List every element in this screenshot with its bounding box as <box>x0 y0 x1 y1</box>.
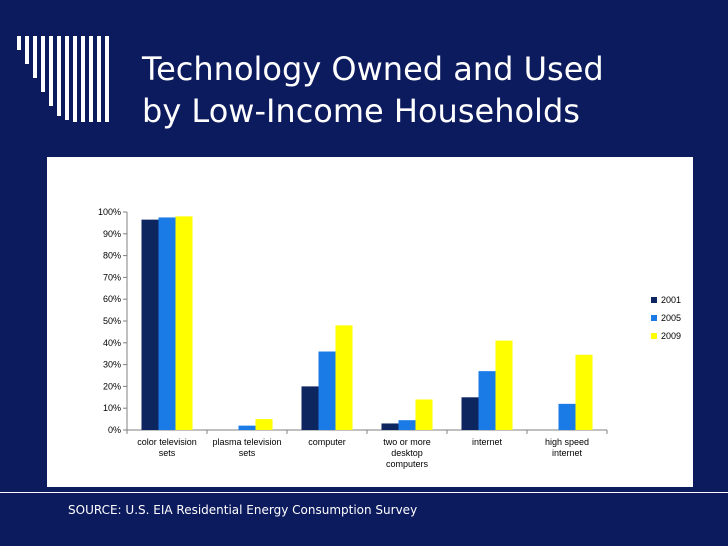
bar-2009-2 <box>335 325 353 430</box>
footer-divider <box>0 492 728 493</box>
bar-2001-0 <box>141 219 159 430</box>
bar-2001-2 <box>301 386 319 430</box>
legend-swatch-2001 <box>651 297 657 303</box>
x-tick-label: sets <box>239 448 256 458</box>
legend-label: 2009 <box>661 331 681 341</box>
slide-title-line-1: Technology Owned and Used <box>142 50 604 88</box>
y-tick-label: 30% <box>103 360 121 370</box>
y-tick-label: 100% <box>98 207 121 217</box>
bar-2009-4 <box>495 340 513 430</box>
bar-2009-3 <box>415 399 433 430</box>
x-tick-label: two or more <box>383 437 431 447</box>
slide-title-line-2: by Low-Income Households <box>142 92 580 130</box>
x-tick-label: internet <box>552 448 583 458</box>
bar-2005-5 <box>558 403 576 430</box>
y-tick-label: 20% <box>103 381 121 391</box>
y-tick-label: 40% <box>103 338 121 348</box>
bar-2001-4 <box>461 397 479 430</box>
y-tick-label: 70% <box>103 272 121 282</box>
y-tick-label: 60% <box>103 294 121 304</box>
chart-panel: 0% 10% 20% 30% 40% 50% 60% 70% 80% 90% 100% color t… <box>47 157 693 487</box>
x-tick-label: high speed <box>545 437 589 447</box>
bar-2009-1 <box>255 419 273 430</box>
vertical-stripes-icon <box>17 36 109 122</box>
bar-2005-3 <box>398 420 416 430</box>
slide-title: Technology Owned and Used by Low-Income … <box>142 48 702 132</box>
x-tick-label: plasma television <box>212 437 281 447</box>
x-tick-label: computers <box>386 459 429 469</box>
legend-swatch-2009 <box>651 333 657 339</box>
y-tick-label: 80% <box>103 251 121 261</box>
bar-2001-3 <box>381 423 399 430</box>
bar-2005-2 <box>318 351 336 430</box>
x-tick-label: computer <box>308 437 346 447</box>
legend-swatch-2005 <box>651 315 657 321</box>
x-tick-label: desktop <box>391 448 423 458</box>
y-tick-label: 90% <box>103 229 121 239</box>
legend-label: 2005 <box>661 313 681 323</box>
x-tick-label: color television <box>137 437 197 447</box>
bar-2005-4 <box>478 371 496 430</box>
x-tick-label: sets <box>159 448 176 458</box>
bar-chart: 0% 10% 20% 30% 40% 50% 60% 70% 80% 90% 100% color t… <box>98 207 681 469</box>
x-tick-label: internet <box>472 437 503 447</box>
bar-2009-5 <box>575 354 593 430</box>
y-tick-label: 0% <box>108 425 121 435</box>
y-tick-label: 10% <box>103 403 121 413</box>
legend-label: 2001 <box>661 295 681 305</box>
y-tick-label: 50% <box>103 316 121 326</box>
source-note: SOURCE: U.S. EIA Residential Energy Cons… <box>68 503 418 517</box>
bar-2005-1 <box>238 425 256 430</box>
bar-2009-0 <box>175 216 193 430</box>
bar-2005-0 <box>158 217 176 430</box>
